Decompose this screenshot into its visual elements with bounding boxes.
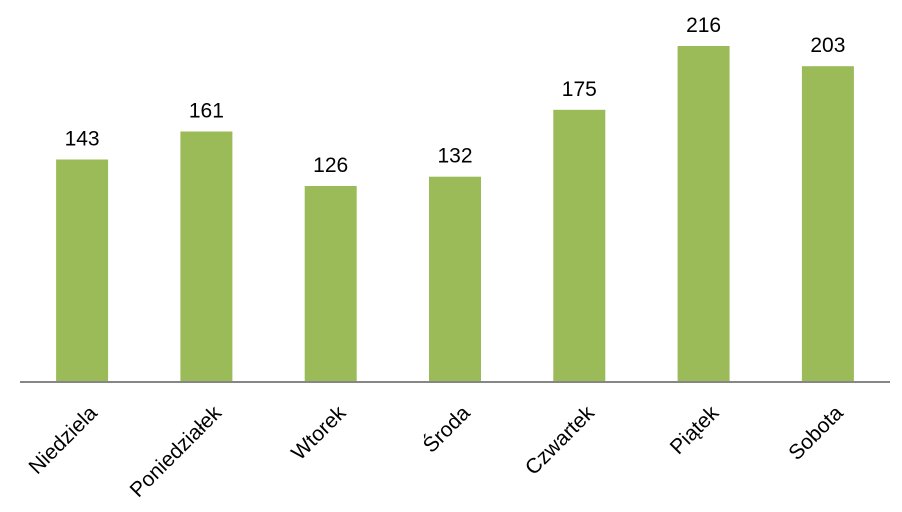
bar-3: [304, 186, 357, 382]
bar-6: [677, 46, 730, 382]
bar-1: [56, 159, 109, 382]
data-labels-layer: 143 161 126 132 175 216 203: [65, 14, 846, 177]
bar-5: [553, 109, 606, 383]
x-tick-label-2: Poniedziałek: [126, 401, 227, 502]
bar-7: [801, 66, 854, 382]
data-label-2: 161: [189, 100, 224, 123]
x-tick-label-6: Piątek: [666, 401, 724, 459]
x-tick-labels-layer: Niedziela Poniedziałek Wtorek Środa Czwartek…: [24, 401, 847, 502]
data-label-5: 175: [562, 78, 597, 101]
bar-2: [180, 131, 233, 382]
x-tick-label-1: Niedziela: [24, 401, 102, 479]
data-label-1: 143: [65, 128, 100, 151]
data-label-3: 126: [313, 154, 348, 177]
data-label-7: 203: [810, 34, 845, 57]
x-tick-label-5: Czwartek: [521, 401, 600, 480]
data-label-4: 132: [437, 145, 472, 168]
bars-layer: [56, 46, 854, 383]
x-tick-label-7: Sobota: [784, 401, 848, 465]
data-label-6: 216: [686, 14, 721, 37]
bar-4: [429, 176, 481, 382]
x-tick-label-4: Środa: [418, 401, 475, 458]
x-tick-label-3: Wtorek: [287, 401, 351, 465]
